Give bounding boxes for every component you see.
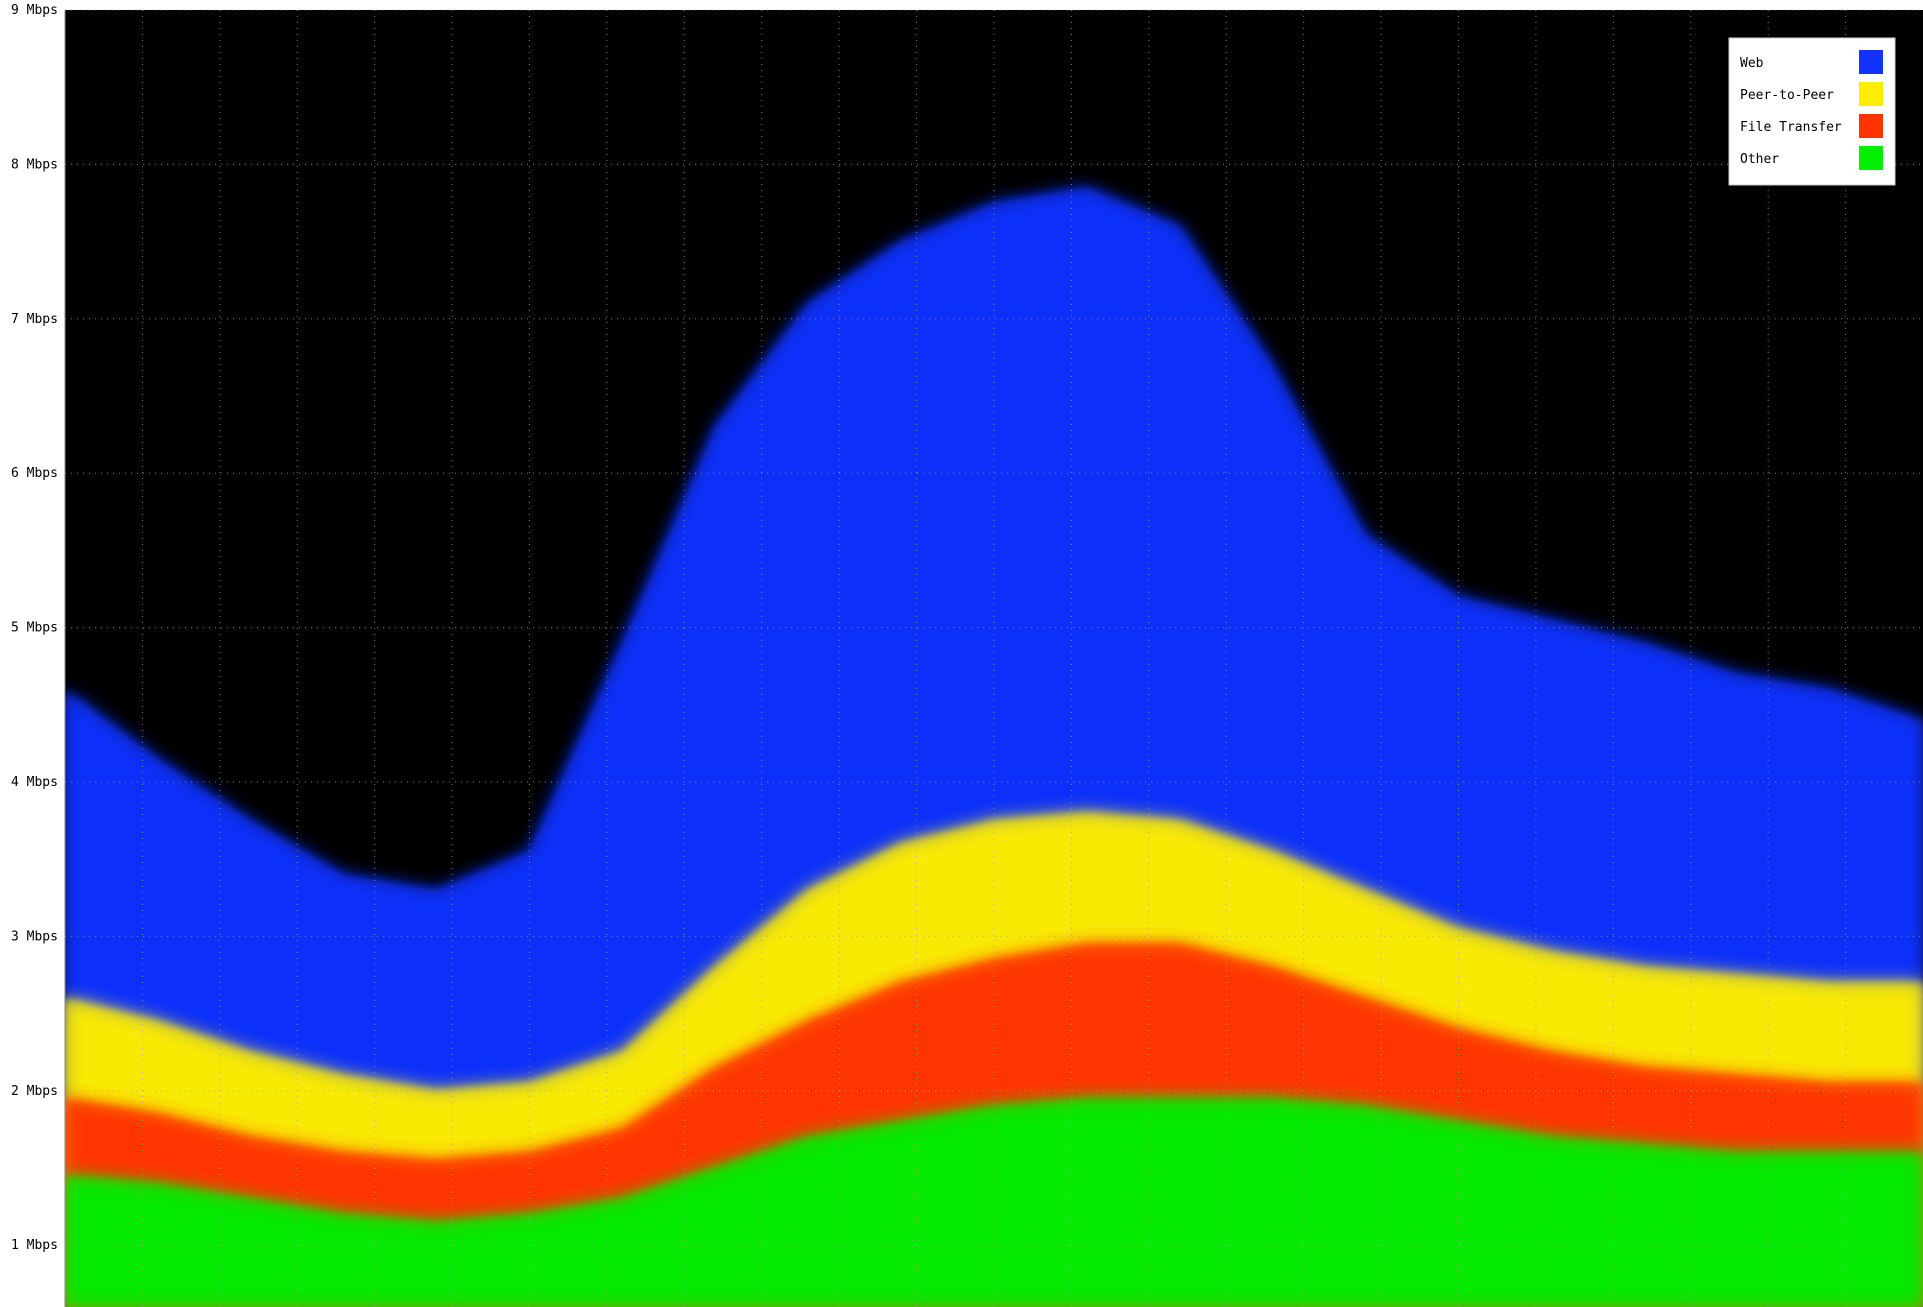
y-tick-label: 4 Mbps (11, 775, 58, 790)
y-tick-label: 5 Mbps (11, 621, 58, 636)
y-tick-label: 3 Mbps (11, 929, 58, 944)
y-tick-label: 9 Mbps (11, 3, 58, 18)
legend-swatch (1859, 82, 1883, 106)
legend-label: Other (1740, 152, 1779, 167)
grid-lines (65, 9, 1923, 1307)
y-tick-label: 7 Mbps (11, 312, 58, 327)
y-tick-label: 2 Mbps (11, 1084, 58, 1099)
legend-label: Web (1740, 56, 1764, 71)
legend-label: File Transfer (1740, 120, 1842, 135)
y-tick-label: 6 Mbps (11, 466, 58, 481)
y-tick-label: 8 Mbps (11, 157, 58, 172)
legend-swatch (1859, 50, 1883, 74)
legend-swatch (1859, 114, 1883, 138)
y-tick-label: 1 Mbps (11, 1238, 58, 1253)
legend: Web Peer-to-Peer File Transfer Other (1728, 37, 1896, 186)
legend-label: Peer-to-Peer (1740, 88, 1834, 103)
y-axis: 9 Mbps 8 Mbps 7 Mbps 6 Mbps 5 Mbps 4 Mbps 3 Mb… (11, 3, 58, 1253)
legend-swatch (1859, 146, 1883, 170)
